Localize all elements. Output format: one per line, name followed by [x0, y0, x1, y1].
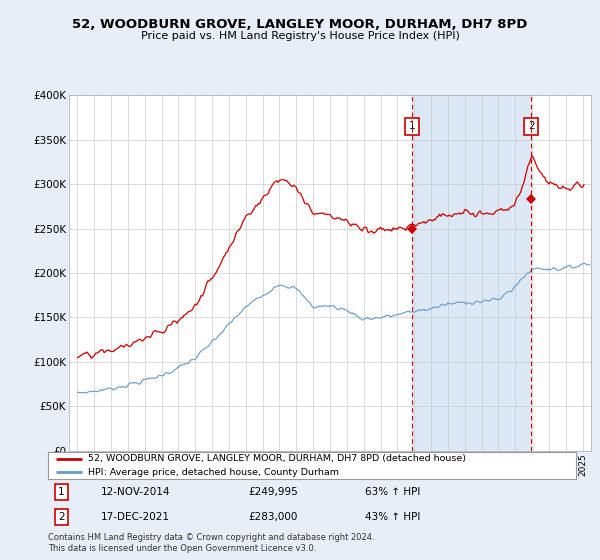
Text: 12-NOV-2014: 12-NOV-2014 — [101, 487, 170, 497]
Text: 63% ↑ HPI: 63% ↑ HPI — [365, 487, 420, 497]
Text: £249,995: £249,995 — [248, 487, 298, 497]
Text: 2: 2 — [528, 122, 535, 131]
Text: Contains HM Land Registry data © Crown copyright and database right 2024.
This d: Contains HM Land Registry data © Crown c… — [48, 533, 374, 553]
Text: £283,000: £283,000 — [248, 512, 298, 522]
Text: HPI: Average price, detached house, County Durham: HPI: Average price, detached house, Coun… — [88, 468, 338, 477]
Text: 52, WOODBURN GROVE, LANGLEY MOOR, DURHAM, DH7 8PD: 52, WOODBURN GROVE, LANGLEY MOOR, DURHAM… — [73, 18, 527, 31]
Text: Price paid vs. HM Land Registry's House Price Index (HPI): Price paid vs. HM Land Registry's House … — [140, 31, 460, 41]
Bar — [412, 95, 532, 451]
Text: 43% ↑ HPI: 43% ↑ HPI — [365, 512, 420, 522]
Text: 1: 1 — [58, 487, 65, 497]
Text: 1: 1 — [409, 122, 415, 131]
Text: 52, WOODBURN GROVE, LANGLEY MOOR, DURHAM, DH7 8PD (detached house): 52, WOODBURN GROVE, LANGLEY MOOR, DURHAM… — [88, 454, 466, 463]
Text: 17-DEC-2021: 17-DEC-2021 — [101, 512, 170, 522]
Text: 2: 2 — [58, 512, 65, 522]
